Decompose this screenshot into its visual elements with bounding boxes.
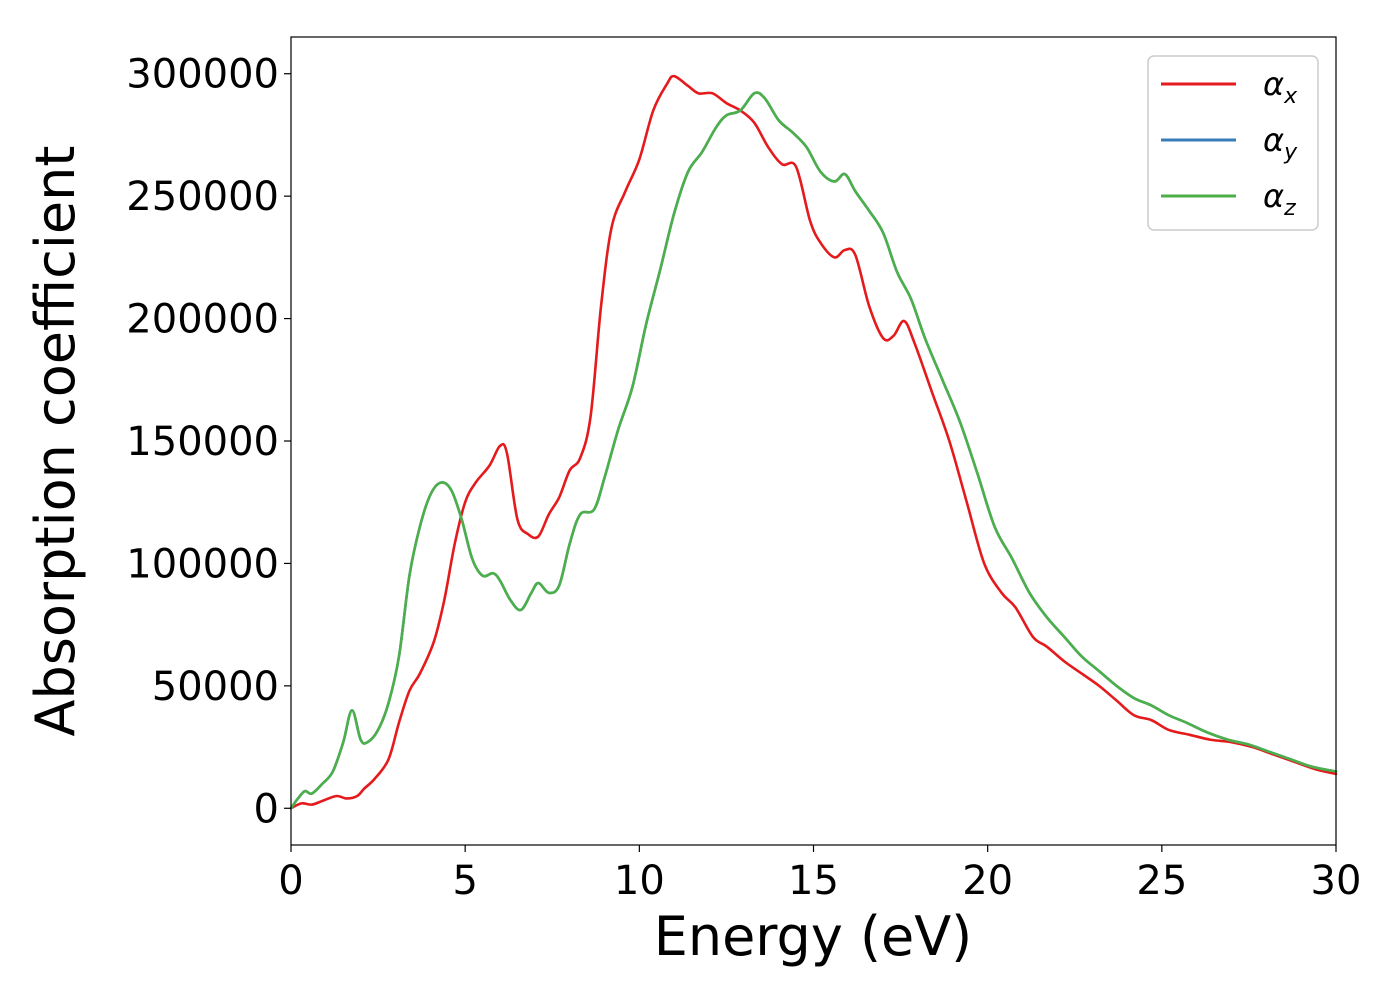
series-line-x	[289, 74, 1338, 810]
y-tick-label: 250000	[126, 174, 279, 220]
x-tick-label: 30	[1311, 858, 1362, 904]
series-line-z	[289, 91, 1338, 810]
y-tick-label: 100000	[126, 541, 279, 587]
x-axis-title: Energy (eV)	[654, 905, 973, 968]
x-tick-label: 5	[452, 858, 477, 904]
y-tick-label: 150000	[126, 419, 279, 465]
x-axis: 0 5 10 15 20 25 30	[278, 845, 1361, 904]
legend-box	[1147, 55, 1319, 231]
legend-label-x: αx	[1263, 65, 1298, 109]
legend-label-z: αz	[1263, 177, 1296, 221]
x-tick-label: 10	[614, 858, 665, 904]
legend-label-y: αy	[1263, 121, 1298, 165]
x-tick-label: 25	[1136, 858, 1187, 904]
legend: αx αy αz	[1147, 55, 1319, 231]
y-tick-label: 50000	[152, 664, 279, 710]
y-tick-label: 0	[254, 786, 279, 832]
x-tick-label: 20	[962, 858, 1013, 904]
x-tick-label: 0	[278, 858, 303, 904]
y-tick-label: 300000	[126, 52, 279, 98]
x-tick-label: 15	[788, 858, 839, 904]
y-tick-label: 200000	[126, 297, 279, 343]
y-axis: 0 50000 100000 150000 200000 250000 300000	[126, 52, 291, 832]
y-axis-title: Absorption coefficient	[24, 146, 87, 737]
series-layer	[289, 74, 1338, 810]
